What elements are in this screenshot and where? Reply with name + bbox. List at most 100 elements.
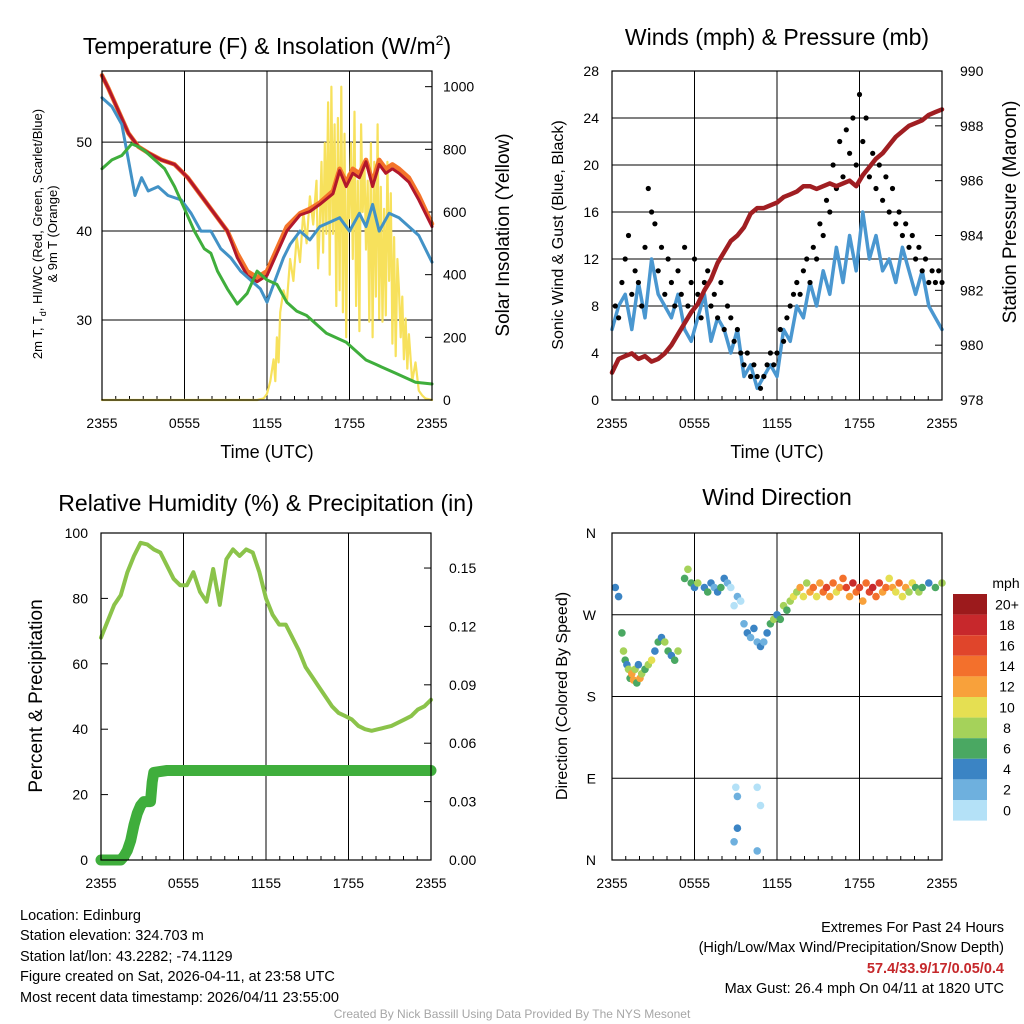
- gust-point: [817, 221, 823, 227]
- gust-point: [668, 279, 675, 286]
- x-tick-label: 0555: [679, 875, 710, 891]
- x-tick-label: 1755: [333, 875, 364, 891]
- direction-point: [783, 606, 791, 614]
- direction-point: [845, 592, 854, 601]
- gust-point: [612, 303, 618, 309]
- station-info: Location: Edinburg Station elevation: 32…: [20, 906, 339, 1008]
- gust-point: [685, 303, 691, 309]
- direction-point: [694, 579, 702, 587]
- y-tick-label: 12: [583, 251, 599, 267]
- legend-swatch: [953, 635, 987, 656]
- y-tick-label: 0: [80, 852, 88, 868]
- winds-plot: 2355 0555 1155 1755 2355 0 4 8 12 16 20 24 28 978 980 9…: [583, 63, 983, 431]
- direction-point: [733, 792, 742, 801]
- legend-swatch: [953, 697, 987, 718]
- y2-tick-label: 990: [960, 63, 984, 79]
- y-tick-label: 8: [591, 298, 599, 314]
- direction-point: [619, 647, 628, 655]
- extremes-title: Extremes For Past 24 Hours: [821, 920, 1004, 936]
- gust-point: [903, 221, 909, 227]
- direction-tick-label: N: [586, 525, 596, 541]
- winds-y2label: Station Pressure (Maroon): [1000, 101, 1021, 324]
- legend-swatch: [953, 800, 987, 821]
- speed-legend: 20+ 18 16 14 12 10 8 6 4 2 0: [953, 594, 1019, 821]
- plot-border: [611, 532, 943, 861]
- gust-point: [645, 185, 651, 192]
- direction-point: [634, 660, 643, 669]
- gust-point: [629, 291, 635, 297]
- gust-point: [889, 185, 896, 192]
- winds-panel: Winds (mph) & Pressure (mb) 2355 0555 1155…: [550, 24, 1021, 462]
- gust-point: [741, 362, 747, 368]
- gust-point: [810, 244, 816, 250]
- gust-point: [662, 291, 668, 297]
- legend-swatch: [953, 594, 987, 615]
- direction-point: [684, 565, 692, 574]
- humidity-ylabel: Percent & Precipitation: [26, 599, 47, 792]
- direction-point: [895, 579, 903, 587]
- direction-point: [918, 583, 926, 592]
- y-tick-label: 40: [72, 721, 88, 737]
- x-tick-label: 1155: [762, 875, 792, 891]
- gust-point: [932, 279, 939, 286]
- gust-point: [708, 303, 714, 309]
- direction-point: [859, 597, 867, 605]
- gust-point: [701, 279, 708, 286]
- legend-label: 4: [1003, 761, 1011, 777]
- gust-point: [695, 291, 701, 297]
- y-tick-label: 24: [583, 110, 599, 126]
- legend-label: 8: [1003, 720, 1011, 736]
- gust-point: [767, 350, 774, 356]
- direction-point: [796, 583, 804, 592]
- gust-point: [863, 115, 869, 121]
- direction-point: [760, 638, 768, 646]
- temperature-ylabel-line1: 2m T, Td, HI/WC (Red, Green, Scarlet/Blu…: [30, 109, 48, 359]
- direction-point: [730, 601, 738, 610]
- gust-point: [632, 268, 638, 274]
- y-tick-label: 30: [76, 312, 92, 328]
- direction-point: [868, 583, 877, 592]
- gust-point: [777, 326, 783, 333]
- y-tick-label: 28: [583, 63, 599, 79]
- y-tick-label: 16: [583, 204, 599, 220]
- legend-label: 14: [999, 658, 1015, 674]
- gust-point: [748, 373, 754, 380]
- series-heat_index: [100, 96, 434, 304]
- humidity-plot: 2355 0555 1155 1755 2355 0 20 40 60 80 100 0.00 0.03…: [65, 525, 477, 891]
- direction-point: [727, 583, 735, 592]
- direction-point: [829, 579, 837, 587]
- legend-label: 12: [999, 679, 1015, 695]
- direction-point: [651, 647, 659, 655]
- direction-point: [898, 592, 907, 601]
- y-tick-label: 4: [591, 345, 599, 361]
- series-temp_2m: [100, 73, 434, 284]
- gust-point: [652, 221, 658, 227]
- x-tick-label: 0555: [169, 415, 200, 431]
- temperature-y2label: Solar Insolation (Yellow): [493, 133, 514, 336]
- speed-legend-title: mph: [992, 575, 1019, 591]
- gust-point: [655, 268, 661, 274]
- y2-tick-label: 0.15: [449, 560, 476, 576]
- gust-point: [873, 185, 879, 192]
- direction-point: [611, 583, 620, 592]
- humidity-panel: Relative Humidity (%) & Precipitation (i…: [26, 490, 476, 891]
- x-tick-label: 1755: [844, 415, 875, 431]
- gust-point: [804, 256, 810, 262]
- legend-label: 20+: [995, 596, 1019, 612]
- gust-point: [807, 279, 813, 286]
- legend-swatch: [953, 779, 987, 800]
- legend-label: 16: [999, 638, 1015, 654]
- direction-point: [816, 579, 824, 587]
- gust-point: [771, 362, 777, 368]
- plot-border: [100, 532, 432, 861]
- direction-point: [872, 592, 880, 601]
- direction-point: [680, 574, 689, 583]
- gust-point: [820, 232, 826, 239]
- gust-point: [847, 150, 853, 156]
- gust-point: [909, 232, 915, 239]
- extremes-subtitle: (High/Low/Max Wind/Precipitation/Snow De…: [698, 940, 1004, 957]
- y2-tick-label: 400: [443, 267, 467, 283]
- y2-tick-label: 0.06: [449, 735, 476, 751]
